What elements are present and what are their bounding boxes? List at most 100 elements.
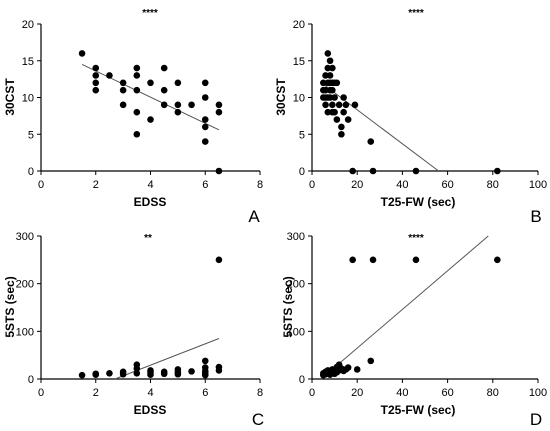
- data-point: [340, 94, 347, 101]
- panel-c: ** 5STS (sec) EDSS C 0 100 200 300 0 2 4 6 8: [3, 231, 264, 429]
- x-tick-label: 0: [309, 179, 315, 191]
- data-point: [160, 101, 168, 109]
- x-axis-label: T25-FW (sec): [381, 195, 456, 209]
- data-point: [329, 64, 336, 72]
- data-point: [367, 357, 375, 365]
- data-point: [119, 368, 127, 376]
- x-axis-label: EDSS: [134, 195, 167, 209]
- data-point: [322, 72, 329, 79]
- x-axis-label: EDSS: [134, 403, 167, 417]
- data-point: [174, 101, 182, 109]
- x-tick-label: 100: [529, 179, 547, 191]
- data-point: [133, 72, 141, 79]
- data-point: [133, 108, 141, 116]
- data-point: [338, 123, 345, 131]
- data-point: [367, 138, 375, 145]
- y-tick-label: 0: [28, 374, 34, 386]
- data-point: [174, 108, 182, 116]
- data-point: [92, 370, 100, 378]
- data-point: [494, 167, 501, 175]
- data-point: [160, 86, 168, 94]
- data-point: [344, 364, 352, 371]
- data-point: [369, 167, 377, 175]
- y-tick-label: 15: [293, 56, 305, 68]
- data-point: [78, 50, 86, 57]
- data-point: [331, 94, 338, 101]
- data-point: [349, 256, 356, 264]
- regression-line: [81, 63, 220, 131]
- data-point: [494, 256, 501, 264]
- data-point: [324, 108, 332, 116]
- data-point: [412, 167, 420, 175]
- data-point: [133, 365, 141, 372]
- data-point: [369, 256, 377, 264]
- data-point: [215, 256, 223, 264]
- data-point: [160, 370, 168, 378]
- y-tick-label: 10: [22, 93, 34, 105]
- data-point: [324, 50, 332, 57]
- x-tick-label: 2: [93, 179, 99, 191]
- x-tick-label: 6: [202, 179, 208, 191]
- y-tick-label: 20: [22, 19, 34, 31]
- y-tick-label: 300: [287, 231, 305, 243]
- data-point: [201, 123, 209, 131]
- x-tick-label: 20: [351, 179, 363, 191]
- data-point: [412, 256, 420, 264]
- data-point: [92, 86, 100, 94]
- data-point: [320, 79, 327, 87]
- data-point: [133, 64, 141, 72]
- y-axis-label: 5STS (sec): [281, 276, 295, 337]
- significance-label: ****: [142, 8, 158, 19]
- data-point: [119, 101, 127, 109]
- y-tick-label: 200: [287, 279, 305, 291]
- x-tick-label: 2: [93, 387, 99, 399]
- x-tick-label: 6: [202, 387, 208, 399]
- data-point: [326, 94, 334, 101]
- data-point: [215, 367, 223, 374]
- data-point: [106, 369, 113, 377]
- y-tick-label: 100: [16, 326, 34, 338]
- data-point: [329, 86, 336, 94]
- data-point: [174, 79, 182, 87]
- regression-line: [114, 338, 220, 380]
- significance-label: ****: [408, 233, 424, 244]
- data-point: [215, 167, 223, 175]
- data-point: [92, 72, 100, 79]
- data-point: [342, 101, 350, 109]
- x-tick-label: 8: [257, 179, 263, 191]
- data-point: [326, 72, 334, 79]
- data-point: [201, 79, 209, 87]
- x-tick-label: 60: [441, 179, 453, 191]
- x-tick-label: 0: [309, 387, 315, 399]
- data-point: [119, 79, 127, 87]
- data-point: [78, 371, 86, 379]
- data-point: [133, 86, 141, 94]
- panel-letter: B: [530, 207, 541, 226]
- y-tick-label: 5: [299, 129, 305, 141]
- y-axis-label: 5STS (sec): [3, 276, 17, 337]
- y-tick-label: 5: [28, 129, 34, 141]
- data-point: [344, 116, 352, 123]
- x-tick-label: 20: [351, 387, 363, 399]
- y-tick-label: 0: [299, 374, 305, 386]
- data-point: [147, 371, 154, 379]
- y-tick-label: 20: [293, 19, 305, 31]
- x-tick-label: 40: [396, 387, 408, 399]
- data-point: [201, 357, 209, 365]
- data-point: [201, 94, 209, 101]
- significance-label: ****: [408, 8, 424, 19]
- panel-letter: C: [252, 410, 264, 429]
- y-tick-label: 100: [287, 326, 305, 338]
- panel-letter: D: [530, 410, 542, 429]
- data-point: [201, 371, 209, 379]
- data-point: [174, 370, 182, 378]
- data-point: [147, 116, 154, 123]
- panel-letter: A: [248, 207, 260, 226]
- data-point: [333, 79, 341, 87]
- x-tick-label: 60: [441, 387, 453, 399]
- x-tick-label: 4: [147, 179, 153, 191]
- data-point: [324, 64, 332, 72]
- data-point: [188, 368, 195, 375]
- data-point: [322, 101, 329, 109]
